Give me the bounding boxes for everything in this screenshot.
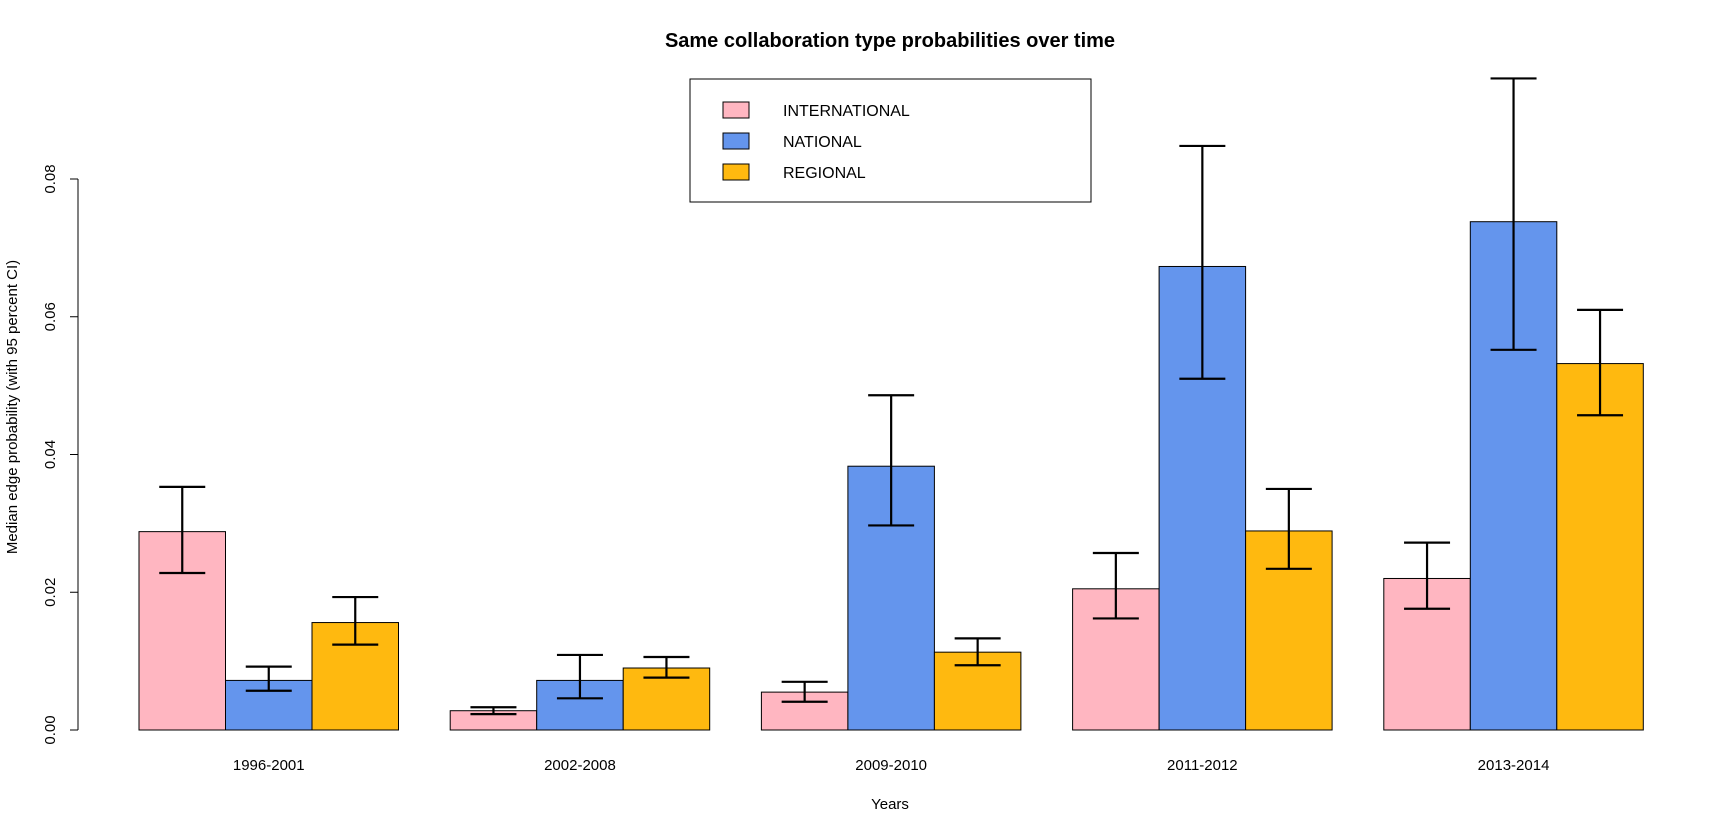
chart-title: Same collaboration type probabilities ov… bbox=[665, 30, 1115, 52]
error-bar bbox=[470, 706, 517, 716]
error-bar bbox=[159, 485, 206, 575]
error-bar bbox=[868, 394, 915, 527]
error-bar bbox=[245, 665, 292, 692]
error-bar bbox=[1577, 308, 1624, 417]
legend-swatch-national bbox=[722, 132, 750, 150]
error-bar bbox=[332, 595, 379, 646]
x-tick-label: 2013-2014 bbox=[1478, 757, 1550, 774]
legend-box bbox=[689, 78, 1092, 203]
x-tick-label: 2011-2012 bbox=[1167, 757, 1238, 774]
error-bar bbox=[556, 653, 603, 700]
error-bar bbox=[781, 680, 828, 703]
error-bars-group bbox=[159, 77, 1624, 716]
y-axis: 0.00 0.02 0.04 0.06 0.08 bbox=[42, 164, 79, 745]
y-tick-label: 0.04 bbox=[42, 440, 59, 469]
error-bar bbox=[1179, 144, 1226, 380]
x-axis-label: Years bbox=[871, 796, 909, 813]
error-bar bbox=[1265, 487, 1312, 570]
error-bar bbox=[643, 655, 690, 679]
error-bar bbox=[1404, 541, 1451, 610]
bar-regional-2013-2014 bbox=[1556, 363, 1644, 731]
legend-swatch-international bbox=[722, 101, 750, 119]
x-tick-label: 2002-2008 bbox=[544, 757, 616, 774]
y-tick-label: 0.06 bbox=[42, 302, 59, 331]
y-tick-label: 0.08 bbox=[42, 164, 59, 193]
error-bar bbox=[954, 637, 1001, 667]
error-bar bbox=[1490, 77, 1537, 351]
error-bar bbox=[1092, 551, 1139, 620]
x-tick-label: 1996-2001 bbox=[233, 757, 305, 774]
x-tick-label: 2009-2010 bbox=[855, 757, 927, 774]
legend-label-regional: REGIONAL bbox=[783, 165, 866, 182]
legend-label-international: INTERNATIONAL bbox=[783, 103, 910, 120]
legend-swatch-regional bbox=[722, 163, 750, 181]
y-tick-label: 0.02 bbox=[42, 578, 59, 607]
y-axis-label: Median edge probability (with 95 percent… bbox=[4, 260, 21, 554]
legend: INTERNATIONAL NATIONAL REGIONAL bbox=[689, 78, 1092, 203]
legend-label-national: NATIONAL bbox=[783, 134, 862, 151]
x-tick-labels: 1996-2001 2002-2008 2009-2010 2011-2012 2013… bbox=[233, 757, 1550, 774]
y-tick-label: 0.00 bbox=[42, 715, 59, 744]
